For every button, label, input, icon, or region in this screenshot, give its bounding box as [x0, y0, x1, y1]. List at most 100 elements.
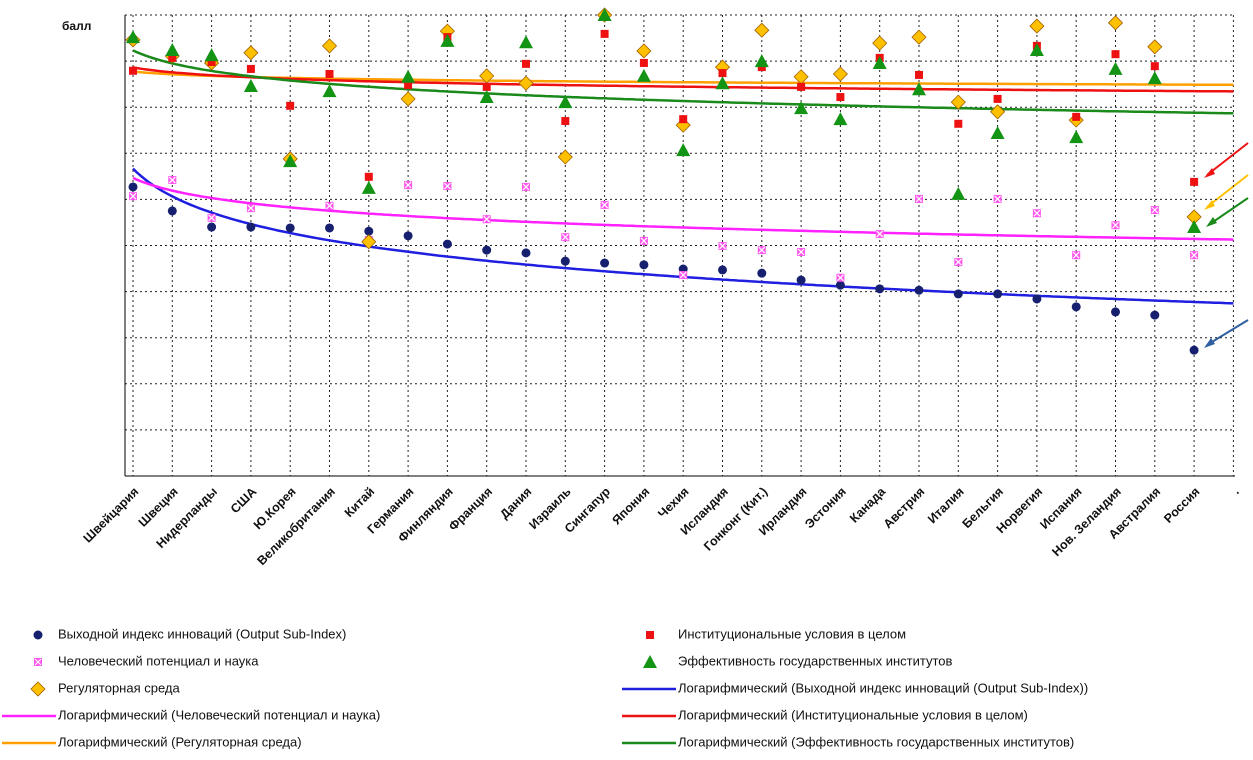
x-tick-label: Нов. Зеландия [1049, 485, 1124, 560]
marker-diamond [754, 22, 770, 38]
marker-diamond [1147, 39, 1163, 55]
marker-triangle [283, 154, 298, 168]
marker-circle [167, 206, 177, 216]
arrow [1206, 142, 1249, 176]
marker-cross-x [679, 271, 687, 279]
marker-diamond [990, 104, 1006, 120]
marker-circle [875, 284, 885, 294]
marker-circle [835, 280, 845, 290]
marker-square [364, 172, 373, 181]
marker-diamond [1029, 18, 1045, 34]
legend-label: Логарифмический (Человеческий потенциал … [58, 707, 380, 722]
arrow-head [1204, 200, 1215, 210]
marker-square [679, 115, 688, 124]
marker-triangle [1187, 220, 1202, 234]
marker-triangle [126, 30, 140, 44]
x-tick-label: Китай [342, 485, 377, 520]
marker-diamond [518, 75, 534, 91]
trendline [132, 66, 1234, 93]
marker-cross-x [1190, 251, 1198, 259]
marker-square [718, 69, 727, 78]
marker-cross-x [34, 658, 42, 666]
marker-square [246, 64, 255, 73]
arrow [1209, 197, 1249, 225]
marker-circle [325, 223, 334, 233]
legend-label: Логарифмический (Институциональные услов… [678, 707, 1028, 722]
marker-triangle [1029, 43, 1044, 57]
arrow [1206, 174, 1249, 208]
marker-cross [561, 233, 570, 242]
marker-square [207, 58, 216, 67]
marker-circle [1111, 307, 1120, 317]
marker-cross-x [994, 195, 1002, 203]
marker-circle [364, 226, 374, 236]
legend-label: Эффективность государственных институтов [678, 653, 953, 668]
marker-square [600, 29, 609, 38]
marker-triangle [636, 68, 651, 82]
marker-square [404, 81, 413, 90]
marker-triangle [1108, 61, 1123, 75]
marker-cross [1072, 251, 1081, 260]
marker-cross [600, 200, 609, 209]
marker-triangle [872, 55, 887, 69]
marker-circle [639, 260, 649, 270]
marker-triangle [322, 84, 337, 98]
arrow-head [1204, 168, 1215, 178]
marker-square [129, 66, 137, 75]
marker-circle [718, 265, 727, 275]
arrows [1204, 142, 1249, 348]
marker-triangle [479, 90, 494, 104]
marker-triangle [990, 126, 1005, 140]
marker-circle [442, 239, 452, 249]
legend-label: Человеческий потенциал и наука [58, 653, 259, 668]
marker-circle [796, 275, 806, 285]
marker-circle [757, 268, 767, 278]
marker-cross-x [915, 195, 923, 203]
marker-triangle [440, 33, 455, 47]
x-tick-label: Чехия [655, 485, 691, 521]
marker-circle [482, 245, 492, 255]
marker-diamond [832, 66, 848, 82]
marker-diamond [400, 91, 416, 107]
y-axis-label: балл [62, 19, 91, 33]
arrow-head [1204, 338, 1215, 348]
marker-triangle [204, 48, 219, 62]
marker-cross-x [797, 248, 805, 256]
marker-cross-x [561, 233, 569, 241]
marker-cross-x [1151, 206, 1159, 214]
marker-cross-x [483, 215, 491, 223]
marker-cross-x [443, 182, 451, 190]
marker-cross [1150, 206, 1159, 215]
marker-cross [168, 176, 177, 185]
marker-cross [836, 273, 845, 282]
trendline [132, 70, 1234, 87]
marker-cross-x [208, 214, 216, 222]
marker-circle [993, 289, 1003, 299]
marker-cross [797, 247, 806, 256]
marker-cross-x [640, 237, 648, 245]
trendline [132, 176, 1234, 241]
marker-triangle [165, 43, 180, 57]
legend-label: Выходной индекс инноваций (Output Sub-In… [58, 626, 346, 641]
marker-triangle [951, 186, 966, 200]
marker-square [1111, 50, 1120, 59]
marker-cross-x [758, 246, 766, 254]
marker-cross-x [522, 183, 530, 191]
marker-triangle [558, 95, 573, 109]
marker-circle [1189, 345, 1199, 355]
marker-square [915, 70, 923, 79]
marker-triangle [912, 82, 926, 96]
marker-triangle [754, 54, 769, 68]
marker-cross-x [129, 192, 137, 200]
marker-triangle [1069, 130, 1084, 144]
x-tick-label: Франция [446, 485, 495, 534]
marker-diamond [1107, 15, 1124, 31]
marker-cross [129, 192, 137, 201]
marker-square [954, 119, 963, 128]
marker-circle [560, 256, 570, 266]
x-tick-label: США [228, 485, 260, 517]
marker-square [646, 631, 654, 639]
marker-cross-x [1033, 209, 1041, 217]
marker-cross-x [247, 204, 255, 212]
marker-triangle [715, 76, 730, 90]
